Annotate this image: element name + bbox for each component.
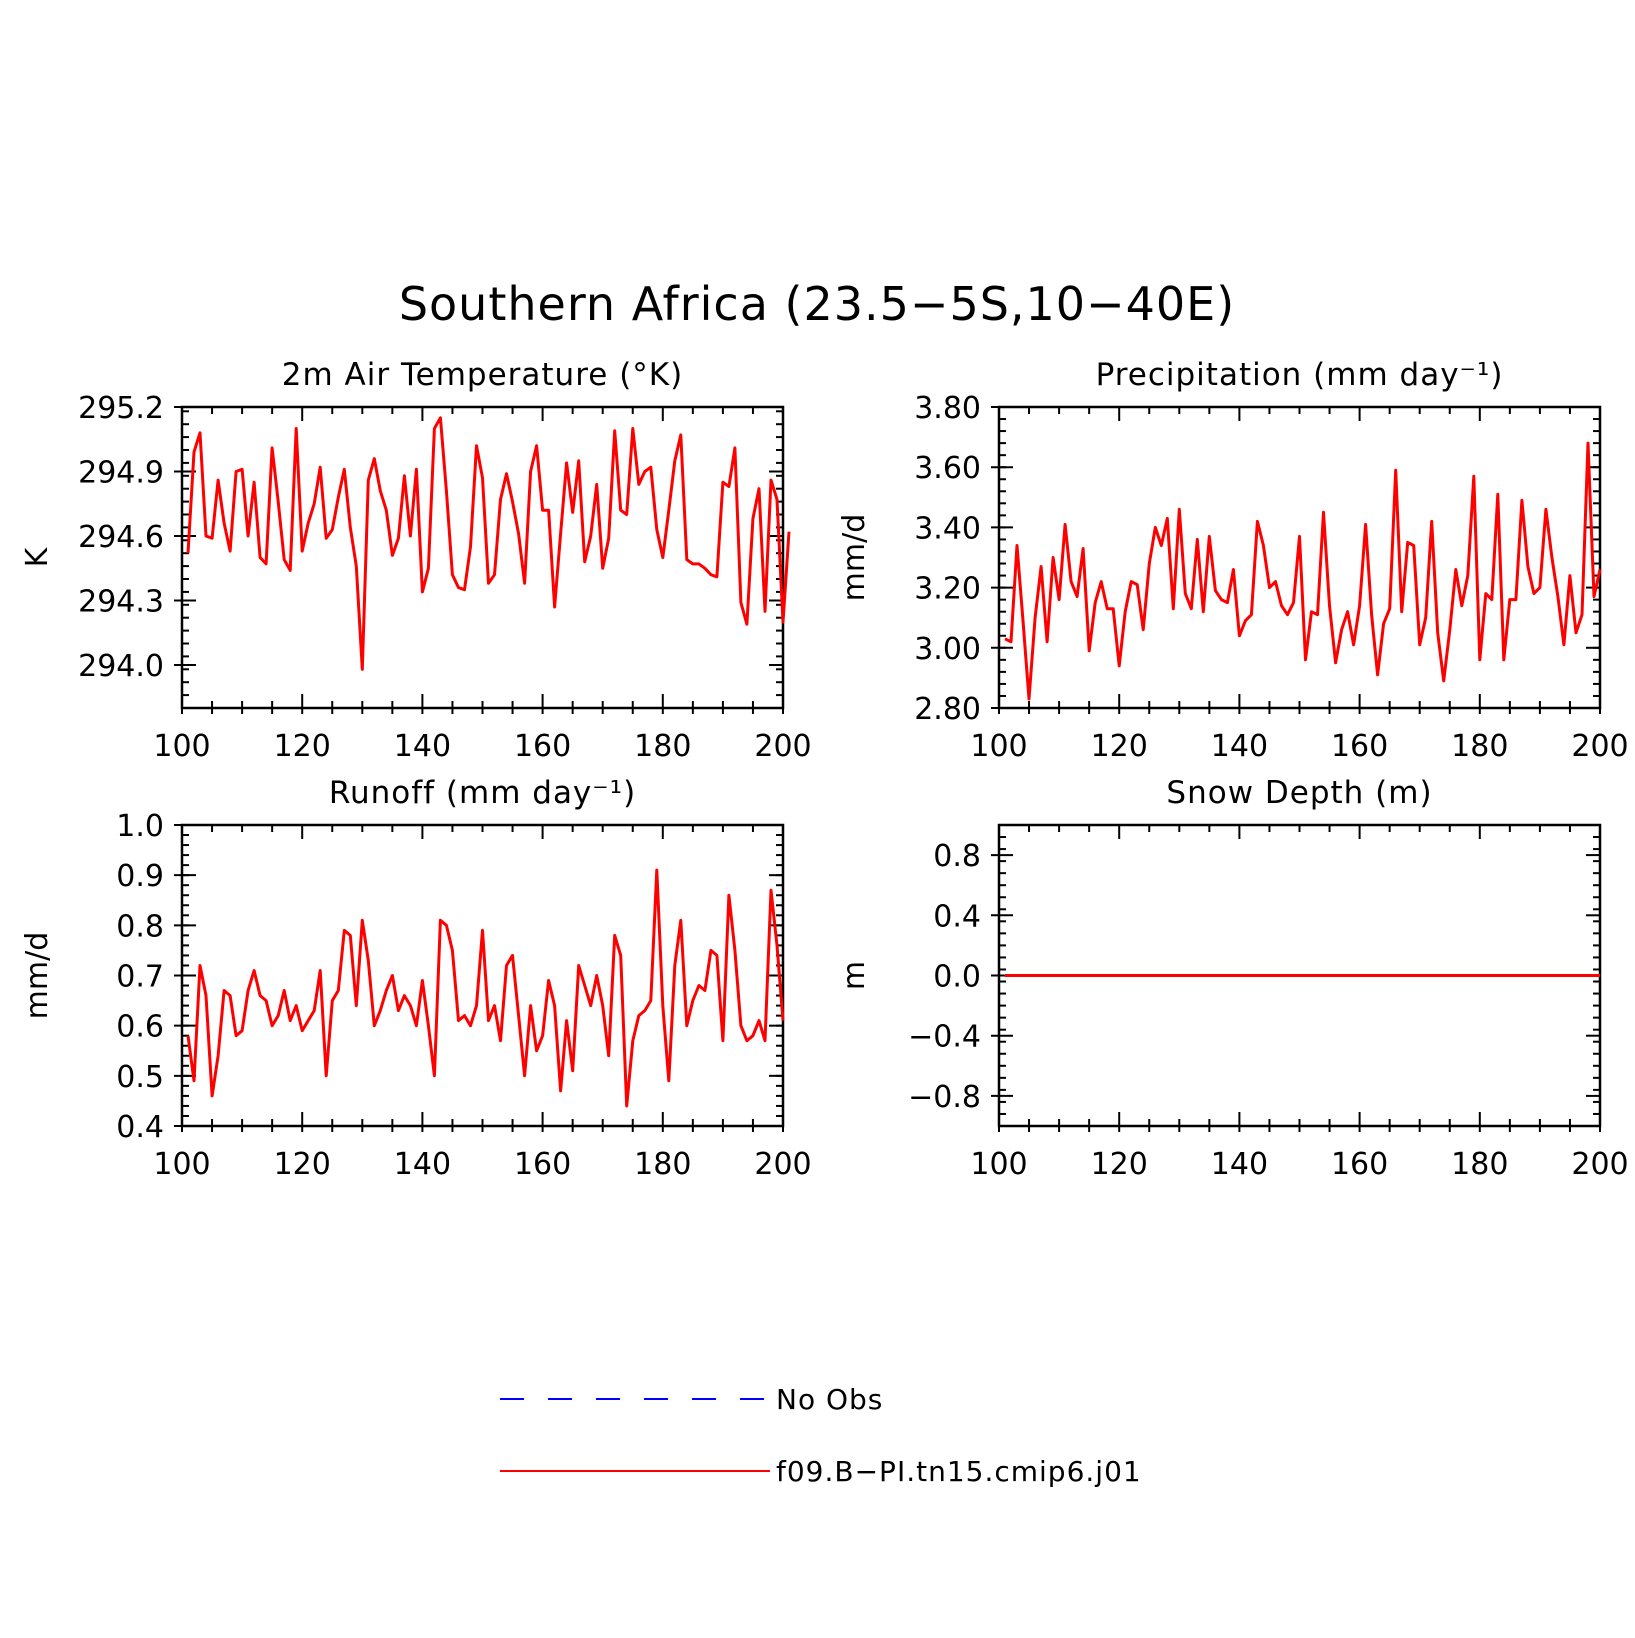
panel-air-temperature: 2m Air Temperature (°K) K 100 120 140 160 180 2… [20,357,812,764]
x-tick-label: 120 [1091,1147,1148,1182]
panel-title: Runoff (mm day⁻¹) [329,775,636,811]
y-tick-label: −0.8 [908,1080,981,1115]
x-tick-label: 160 [1331,1147,1388,1182]
y-tick-label: 0.6 [116,1010,164,1045]
figure-title: Southern Africa (23.5−5S,10−40E) [399,277,1235,331]
x-tick-label: 100 [970,1147,1027,1182]
y-axis-label: K [20,546,55,567]
panel-title: Precipitation (mm day⁻¹) [1096,357,1504,393]
x-tick-label: 180 [1451,1147,1508,1182]
x-tick-label: 140 [394,1147,451,1182]
legend-label-obs: No Obs [776,1383,883,1416]
x-tick-label: 120 [274,1147,331,1182]
y-tick-label: 294.0 [78,649,164,684]
x-tick-label: 100 [153,1147,210,1182]
x-tick-label: 160 [1331,729,1388,764]
y-tick-label: 0.4 [933,899,981,934]
x-tick-label: 100 [970,729,1027,764]
y-tick-label: 0.8 [933,839,981,874]
y-tick-label: 0.8 [116,909,164,944]
x-tick-label: 200 [754,1147,811,1182]
x-tick-label: 180 [634,729,691,764]
y-tick-label: 3.80 [914,391,981,426]
x-tick-label: 120 [274,729,331,764]
y-tick-label: 0.0 [933,960,981,995]
y-axis-label: m [837,961,872,990]
y-tick-label: 0.5 [116,1060,164,1095]
y-tick-label: 1.0 [116,809,164,844]
legend-label-model: f09.B−PI.tn15.cmip6.j01 [776,1455,1142,1488]
series-line-precipitation [1004,441,1602,701]
legend: No Obs f09.B−PI.tn15.cmip6.j01 [500,1383,1142,1488]
panel-snow-depth: Snow Depth (m) m 100 120 140 160 180 200 −0.8 −0.… [837,775,1629,1182]
x-tick-label: 160 [514,1147,571,1182]
panel-title: 2m Air Temperature (°K) [282,357,683,393]
y-tick-label: 3.20 [914,572,981,607]
y-tick-label: 295.2 [78,391,164,426]
x-tick-label: 200 [1571,729,1628,764]
y-tick-label: 2.80 [914,692,981,727]
y-tick-label: 3.00 [914,632,981,667]
y-tick-label: 0.4 [116,1110,164,1145]
x-tick-label: 180 [634,1147,691,1182]
x-tick-label: 100 [153,729,210,764]
series-line-air-temperature [186,416,791,671]
x-tick-label: 140 [394,729,451,764]
y-axis-label: mm/d [837,514,872,602]
panel-precipitation: Precipitation (mm day⁻¹) mm/d 100 120 140 160… [837,357,1629,764]
y-axis-label: mm/d [20,932,55,1020]
y-tick-label: 0.7 [116,960,164,995]
y-tick-label: 294.3 [78,585,164,620]
y-tick-label: 3.60 [914,451,981,486]
panel-runoff: Runoff (mm day⁻¹) mm/d 100 120 140 160 180 200 0… [20,775,812,1182]
x-tick-label: 140 [1211,1147,1268,1182]
x-tick-label: 180 [1451,729,1508,764]
x-tick-label: 120 [1091,729,1148,764]
panel-title: Snow Depth (m) [1166,775,1432,811]
series-line-runoff [186,868,785,1108]
x-tick-label: 200 [1571,1147,1628,1182]
plot-frame [180,823,785,1128]
x-tick-label: 160 [514,729,571,764]
y-tick-label: 0.9 [116,859,164,894]
y-tick-label: −0.4 [908,1020,981,1055]
x-tick-label: 140 [1211,729,1268,764]
y-tick-label: 294.9 [78,456,164,491]
y-tick-label: 294.6 [78,520,164,555]
y-tick-label: 3.40 [914,511,981,546]
x-tick-label: 200 [754,729,811,764]
